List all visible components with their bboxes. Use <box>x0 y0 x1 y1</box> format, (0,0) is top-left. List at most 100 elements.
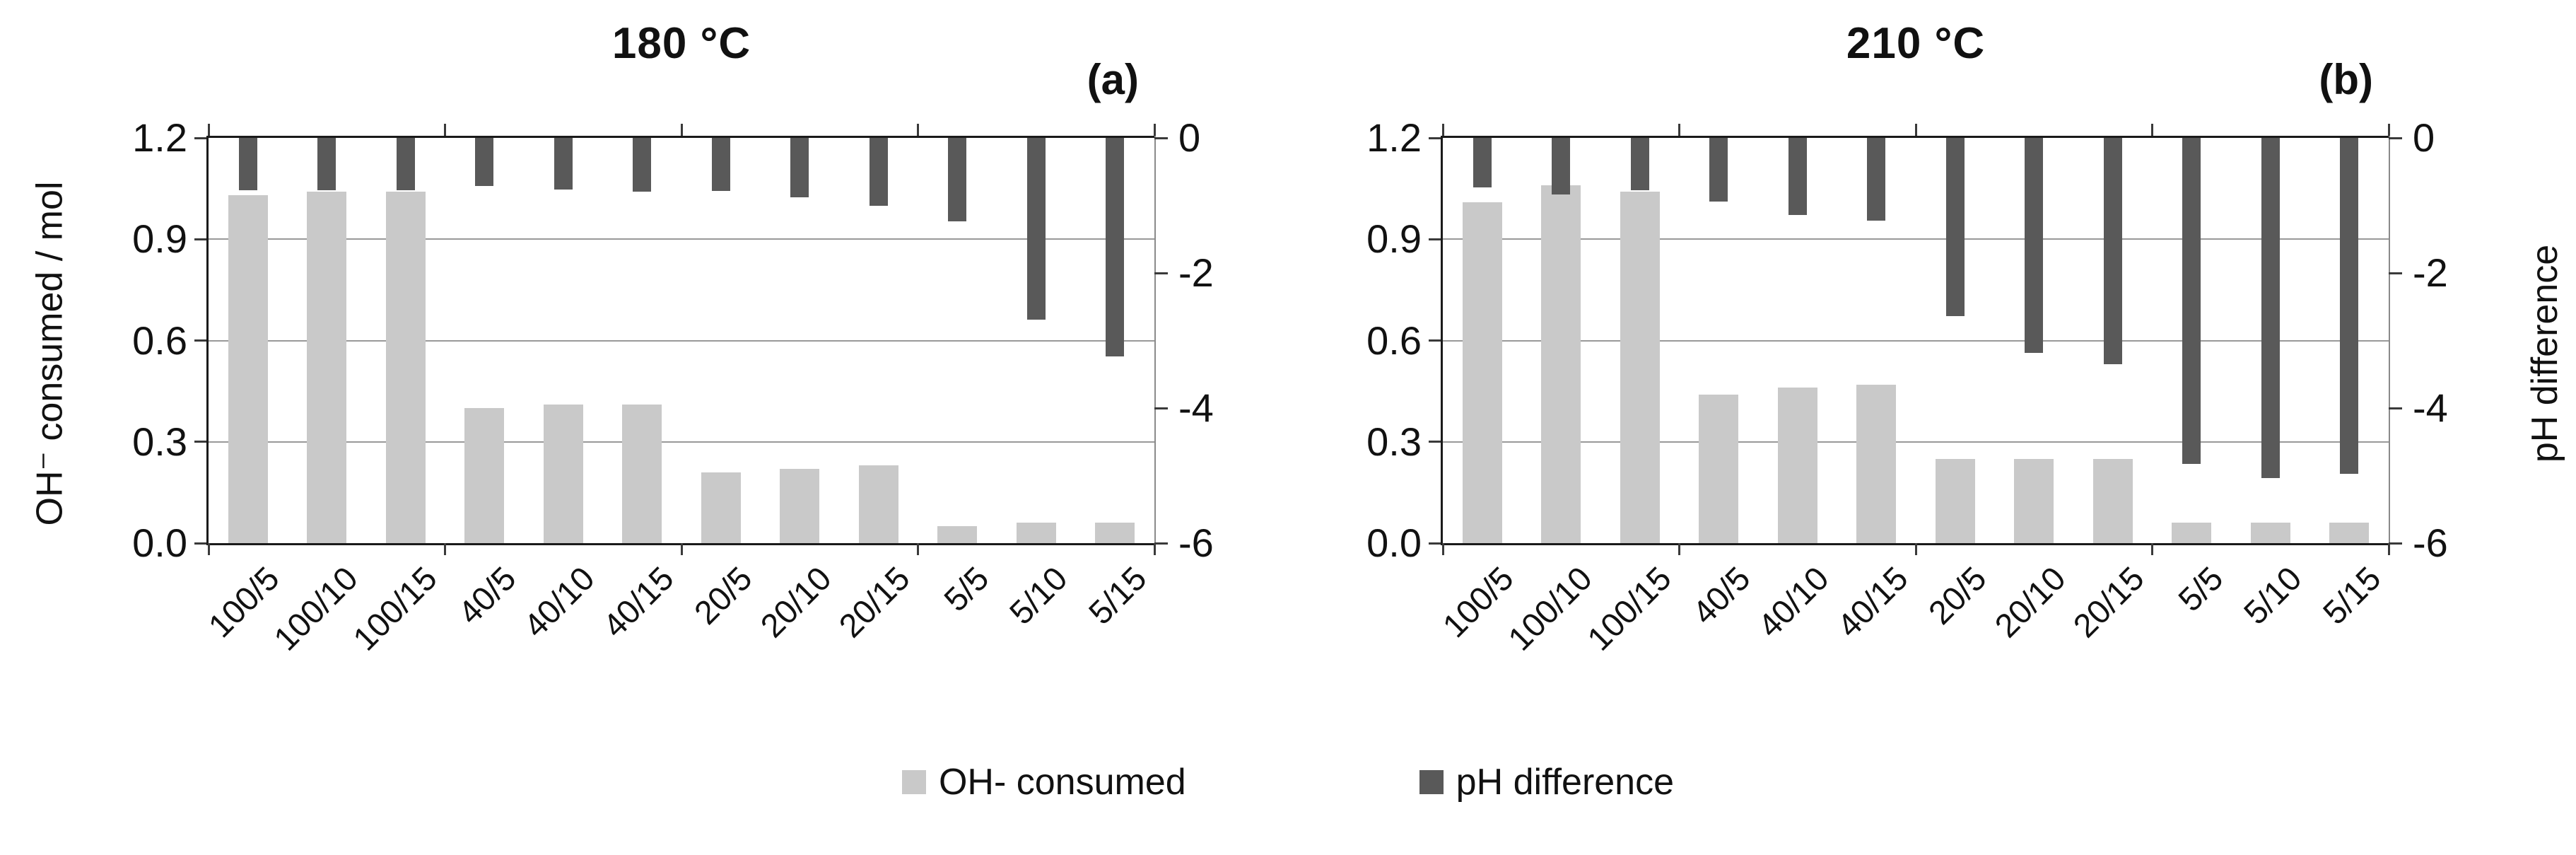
bar-oh-consumed <box>228 195 268 543</box>
legend-swatch-oh-consumed-icon <box>901 770 926 794</box>
x-tick-label: 5/10 <box>2236 559 2309 632</box>
axis-tick <box>1429 238 1441 240</box>
x-tick-label: 20/10 <box>1986 559 2073 645</box>
axis-tick <box>2389 136 2402 139</box>
bar-ph-difference <box>1867 138 1886 221</box>
x-tick-label: 40/10 <box>1750 559 1836 645</box>
axis-tick <box>1441 124 1444 136</box>
axis-tick <box>1914 124 1917 136</box>
y-tick-label-left: 0.9 <box>1366 216 1422 262</box>
bar-ph-difference <box>1709 138 1728 202</box>
x-tick-label: 20/10 <box>752 559 838 645</box>
bar-oh-consumed <box>622 405 662 543</box>
legend: OH- consumed pH difference <box>0 761 2576 803</box>
bar-ph-difference <box>1552 138 1571 195</box>
gridline <box>209 441 1154 443</box>
axis-tick <box>1154 407 1168 409</box>
axis-tick <box>2389 407 2402 409</box>
axis-tick <box>2389 272 2402 274</box>
x-tick-label: 5/15 <box>1081 559 1154 632</box>
axis-tick <box>2151 543 2153 555</box>
y-axis-left <box>1441 136 1443 545</box>
y-axis-right <box>1154 136 1156 545</box>
bar-ph-difference <box>554 138 573 190</box>
legend-item-oh-consumed: OH- consumed <box>901 761 1186 803</box>
y-tick-label-right: -2 <box>2413 250 2448 295</box>
axis-tick <box>917 543 919 555</box>
bar-oh-consumed <box>307 192 347 543</box>
axis-tick <box>1153 124 1156 136</box>
axis-tick <box>2387 543 2390 555</box>
axis-tick <box>207 124 210 136</box>
bar-ph-difference <box>1026 138 1046 320</box>
y-tick-label-left: 0.0 <box>1366 520 1422 565</box>
y-tick-label-right: -6 <box>1178 520 1214 565</box>
bar-oh-consumed <box>385 192 426 543</box>
axis-tick <box>1914 543 1917 555</box>
axis-tick <box>207 543 210 555</box>
axis-tick <box>194 136 206 139</box>
axis-tick <box>194 441 206 443</box>
bar-oh-consumed <box>1095 523 1135 543</box>
bar-ph-difference <box>2261 138 2280 479</box>
bar-oh-consumed <box>701 472 741 543</box>
bar-ph-difference <box>1106 138 1125 357</box>
x-tick-label: 100/15 <box>1579 559 1678 658</box>
axis-tick <box>194 542 206 545</box>
bar-ph-difference <box>2025 138 2044 353</box>
bar-ph-difference <box>869 138 888 207</box>
x-tick-label: 20/5 <box>1921 559 1994 632</box>
gridline <box>209 238 1154 240</box>
gridline <box>1443 441 2389 443</box>
axis-tick <box>444 124 446 136</box>
bar-ph-difference <box>1473 138 1492 187</box>
bar-oh-consumed <box>1620 192 1660 543</box>
bar-ph-difference <box>396 138 415 191</box>
x-tick-label: 100/10 <box>267 559 365 658</box>
bar-oh-consumed <box>1462 202 1502 543</box>
y-tick-label-left: 1.2 <box>1366 115 1422 160</box>
axis-tick <box>1678 124 1680 136</box>
panel-label-b: (b) <box>2319 56 2373 103</box>
bar-ph-difference <box>2103 138 2122 364</box>
legend-swatch-ph-difference-icon <box>1419 770 1444 794</box>
bar-ph-difference <box>2340 138 2359 474</box>
bar-oh-consumed <box>1856 384 1897 543</box>
x-tick-label: 40/5 <box>450 559 523 632</box>
bar-ph-difference <box>317 138 336 190</box>
x-tick-label: 40/5 <box>1685 559 1757 632</box>
plot-area-180c: 1.2 0.9 0.6 0.3 0.0 0 -2 -4 -6 100/5 100/10 100/15 4… <box>132 117 1214 658</box>
bar-ph-difference <box>711 138 730 192</box>
x-tick-label: 100/10 <box>1501 559 1600 658</box>
axis-tick <box>2387 124 2390 136</box>
legend-label-oh-consumed: OH- consumed <box>938 762 1186 803</box>
bar-ph-difference <box>1788 138 1807 215</box>
x-tick-label: 5/10 <box>1002 559 1075 632</box>
bar-oh-consumed <box>1016 523 1056 543</box>
gridline <box>1443 238 2389 240</box>
axis-tick <box>444 543 446 555</box>
x-tick-label: 100/15 <box>345 559 444 658</box>
y-tick-label-left: 0.6 <box>132 318 187 363</box>
axis-tick <box>1153 543 1156 555</box>
x-tick-label: 20/15 <box>831 559 917 645</box>
plot-area-210c: 1.2 0.9 0.6 0.3 0.0 0 -2 -4 -6 100/5 100/10 100/15 4… <box>1366 117 2448 658</box>
y-tick-label-left: 0.3 <box>1366 419 1422 464</box>
bar-ph-difference <box>238 138 257 191</box>
axis-tick <box>1429 136 1441 139</box>
axis-tick <box>2151 124 2153 136</box>
y-tick-label-left: 0.9 <box>132 216 187 262</box>
bar-ph-difference <box>790 138 809 198</box>
x-tick-label: 5/5 <box>2170 559 2230 619</box>
x-tick-label: 20/5 <box>686 559 759 632</box>
axis-tick <box>1441 543 1444 555</box>
y-tick-label-right: -4 <box>2413 385 2448 430</box>
bar-oh-consumed <box>2014 458 2054 543</box>
y-tick-label-right: -2 <box>1178 250 1214 295</box>
bar-ph-difference <box>948 138 967 222</box>
bar-oh-consumed <box>543 405 583 543</box>
axis-tick <box>194 339 206 342</box>
axis-tick <box>1154 136 1168 139</box>
bar-ph-difference <box>2182 138 2201 465</box>
y-axis-title-right-text: pH difference <box>2524 244 2565 463</box>
